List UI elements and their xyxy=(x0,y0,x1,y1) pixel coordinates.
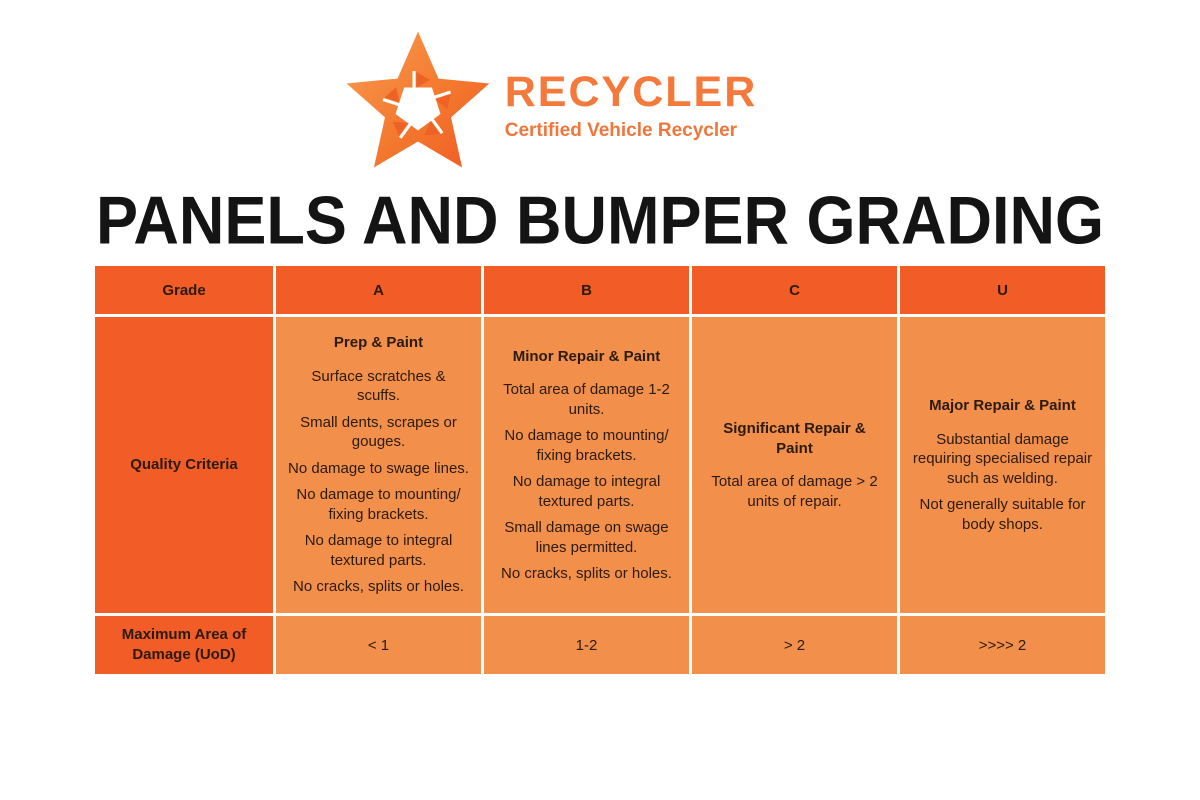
criteria-item: No damage to mounting/ fixing brackets. xyxy=(504,427,669,464)
logo-text: RECYCLER Certified Vehicle Recycler xyxy=(504,67,758,142)
criteria-item: No damage to integral textured parts. xyxy=(512,473,661,510)
row-header-quality-criteria: Quality Criteria xyxy=(95,317,273,613)
criteria-title: Major Repair & Paint xyxy=(929,397,1076,414)
criteria-cell-grade-c: Significant Repair & Paint Total area of… xyxy=(692,317,897,613)
criteria-item: No damage to integral textured parts. xyxy=(304,532,453,569)
criteria-item: Total area of damage 1-2 units. xyxy=(503,381,670,418)
criteria-list: Surface scratches & scuffs. Small dents, … xyxy=(288,360,469,604)
criteria-item: No damage to swage lines. xyxy=(288,459,469,477)
criteria-list: Substantial damage requiring specialised… xyxy=(912,423,1093,542)
criteria-item: Small dents, scrapes or gouges. xyxy=(300,413,457,451)
criteria-item: No damage to mounting/ fixing brackets. xyxy=(296,486,461,523)
row-header-max-area: Maximum Area of Damage (UoD) xyxy=(95,616,273,674)
criteria-list: Total area of damage > 2 units of repair… xyxy=(704,465,885,518)
criteria-item: Total area of damage > 2 units of repair… xyxy=(711,473,878,510)
criteria-item: No cracks, splits or holes. xyxy=(293,578,464,596)
criteria-title: Significant Repair & Paint xyxy=(723,420,866,457)
col-header-grade-b: B xyxy=(484,266,689,314)
criteria-item: Substantial damage requiring specialised… xyxy=(912,430,1093,487)
max-area-cell-grade-b: 1-2 xyxy=(484,616,689,674)
col-header-grade: Grade xyxy=(95,266,273,314)
max-area-cell-grade-u: >>>> 2 xyxy=(900,616,1105,674)
grading-table: Grade A B C U Quality Criteria Prep & Pa… xyxy=(95,266,1105,674)
criteria-item: No cracks, splits or holes. xyxy=(501,565,672,582)
brand-name: RECYCLER xyxy=(504,67,758,116)
col-header-grade-a: A xyxy=(276,266,481,314)
criteria-cell-grade-a: Prep & Paint Surface scratches & scuffs.… xyxy=(276,317,481,613)
criteria-cell-grade-b: Minor Repair & Paint Total area of damag… xyxy=(484,317,689,613)
criteria-item: Surface scratches & scuffs. xyxy=(311,367,446,405)
page-title: PANELS AND BUMPER GRADING xyxy=(95,183,1105,259)
recycler-star-icon xyxy=(346,31,490,168)
logo: RECYCLER Certified Vehicle Recycler xyxy=(0,0,1148,174)
recycle-arrowheads xyxy=(382,71,451,139)
criteria-item: Not generally suitable for body shops. xyxy=(919,496,1086,533)
col-header-grade-u: U xyxy=(900,266,1105,314)
criteria-item: Small damage on swage lines permitted. xyxy=(504,519,669,556)
brand-tagline: Certified Vehicle Recycler xyxy=(504,119,738,141)
col-header-grade-c: C xyxy=(692,266,897,314)
criteria-title: Prep & Paint xyxy=(333,334,424,352)
max-area-cell-grade-c: > 2 xyxy=(692,616,897,674)
criteria-list: Total area of damage 1-2 units. No damage… xyxy=(496,373,677,591)
criteria-title: Minor Repair & Paint xyxy=(512,347,661,365)
max-area-cell-grade-a: < 1 xyxy=(276,616,481,674)
criteria-cell-grade-u: Major Repair & Paint Substantial damage … xyxy=(900,317,1105,613)
